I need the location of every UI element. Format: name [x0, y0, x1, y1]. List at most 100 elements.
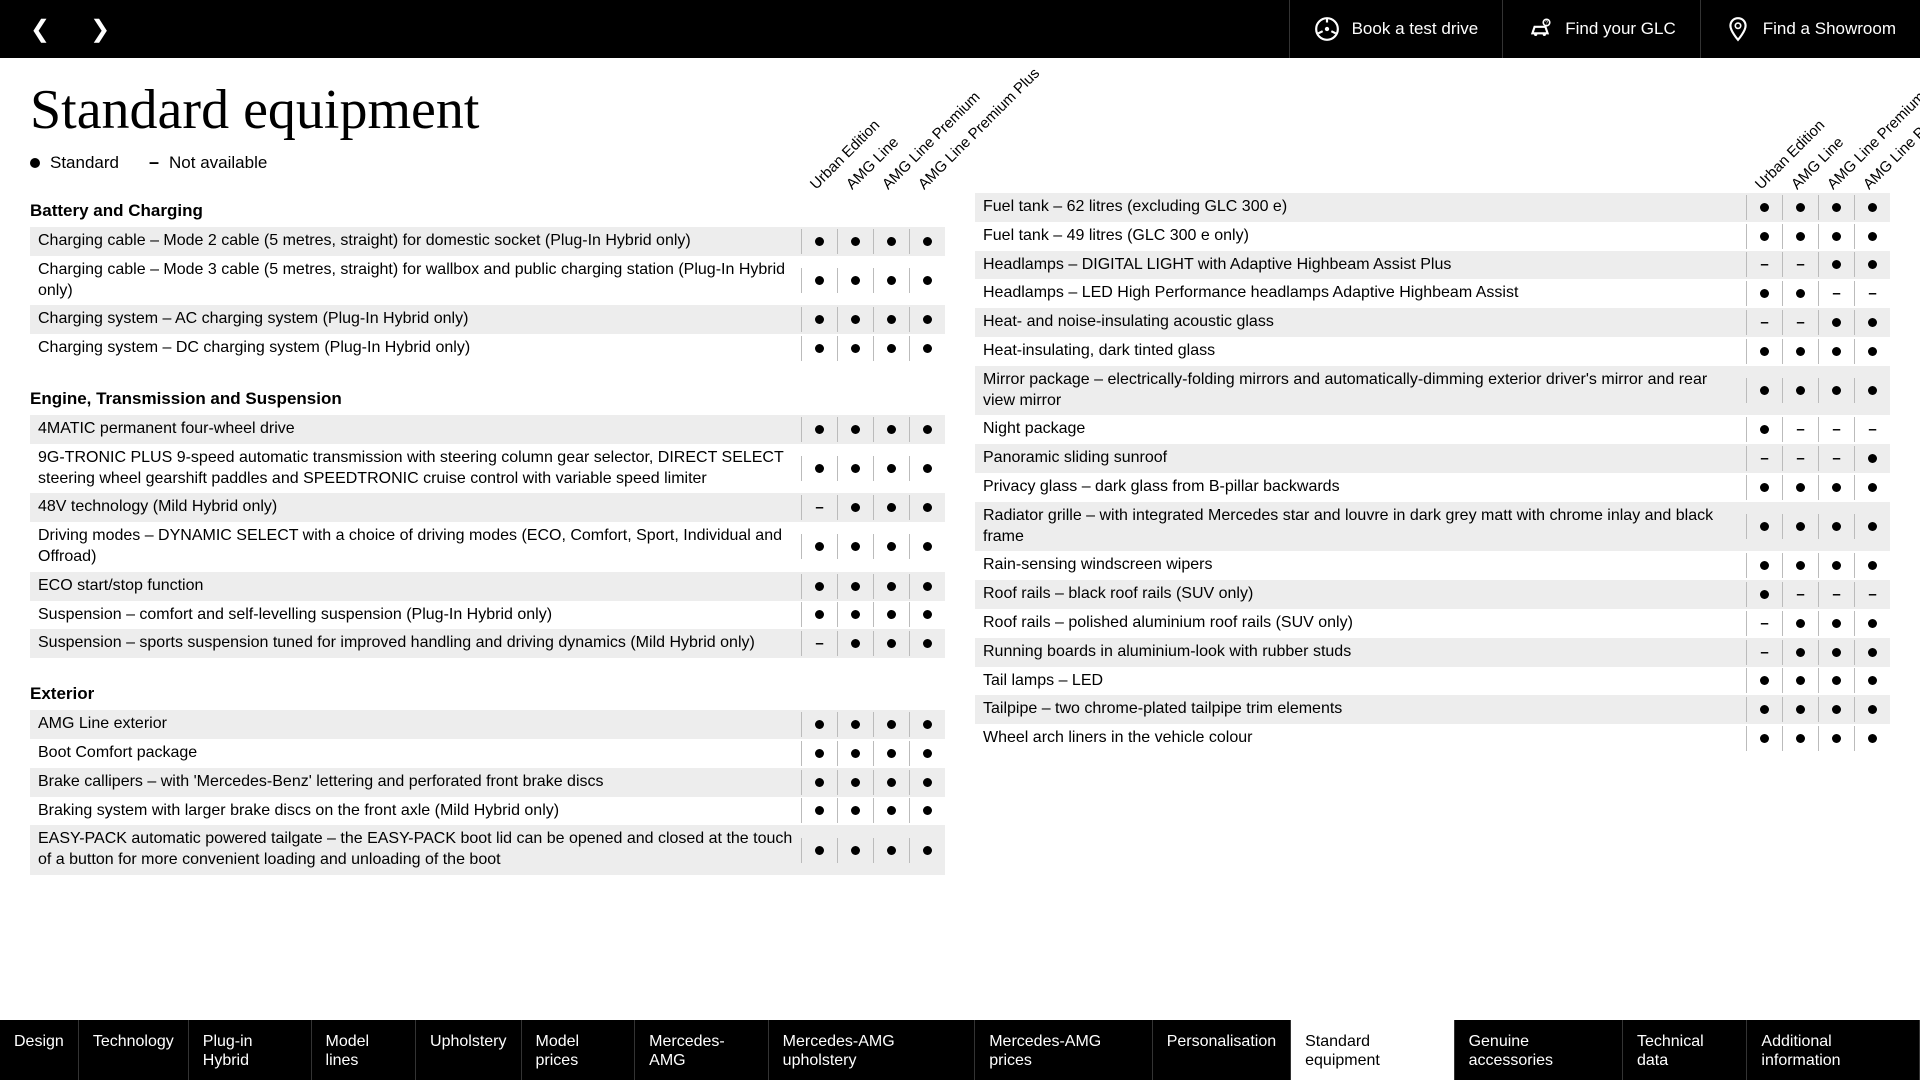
availability-cell: – [1782, 417, 1818, 442]
availability-cell [1854, 378, 1890, 403]
availability-cell [873, 798, 909, 823]
availability-cell: – [801, 495, 837, 520]
availability-cell [837, 268, 873, 293]
section-title: Exterior [30, 676, 945, 710]
availability-cell [1854, 640, 1890, 665]
availability-cell [837, 229, 873, 254]
availability-cell [1818, 195, 1854, 220]
availability-cell [801, 574, 837, 599]
availability-cell [1746, 697, 1782, 722]
svg-text:?: ? [1545, 21, 1548, 27]
availability-cell [873, 307, 909, 332]
bottom-tab[interactable]: Technical data [1623, 1020, 1747, 1080]
row-label: Driving modes – DYNAMIC SELECT with a ch… [30, 522, 801, 572]
find-showroom-button[interactable]: Find a Showroom [1700, 0, 1920, 58]
availability-cell [909, 798, 945, 823]
table-row: 9G-TRONIC PLUS 9-speed automatic transmi… [30, 444, 945, 494]
availability-cell [1782, 475, 1818, 500]
availability-cell [1782, 611, 1818, 636]
table-row: Heat- and noise-insulating acoustic glas… [975, 308, 1890, 337]
book-test-drive-button[interactable]: Book a test drive [1289, 0, 1503, 58]
bottom-tab[interactable]: Model prices [522, 1020, 636, 1080]
availability-cell [1782, 697, 1818, 722]
availability-cell [1818, 252, 1854, 277]
availability-cell [1782, 640, 1818, 665]
row-cells [801, 741, 945, 766]
availability-cell [837, 574, 873, 599]
row-label: Charging cable – Mode 2 cable (5 metres,… [30, 227, 801, 256]
availability-cell [1854, 553, 1890, 578]
availability-cell [801, 417, 837, 442]
bottom-tab[interactable]: Upholstery [416, 1020, 521, 1080]
availability-cell [837, 798, 873, 823]
bottom-tab[interactable]: Personalisation [1153, 1020, 1291, 1080]
availability-cell [873, 229, 909, 254]
legend: Standard – Not available [0, 152, 1920, 193]
row-label: EASY-PACK automatic powered tailgate – t… [30, 825, 801, 875]
bottom-tab[interactable]: Standard equipment [1291, 1020, 1454, 1080]
bottom-tab[interactable]: Model lines [312, 1020, 417, 1080]
availability-cell [1818, 697, 1854, 722]
availability-cell [873, 602, 909, 627]
bottom-tab[interactable]: Mercedes-AMG prices [975, 1020, 1153, 1080]
availability-cell [801, 602, 837, 627]
row-cells [1746, 339, 1890, 364]
row-cells [1746, 475, 1890, 500]
bottom-tab[interactable]: Design [0, 1020, 79, 1080]
table-row: Boot Comfort package [30, 739, 945, 768]
bottom-tab[interactable]: Additional information [1747, 1020, 1920, 1080]
availability-cell [873, 712, 909, 737]
availability-cell [1818, 553, 1854, 578]
availability-cell [1818, 475, 1854, 500]
bottom-tab[interactable]: Genuine accessories [1455, 1020, 1623, 1080]
availability-cell [837, 456, 873, 481]
next-arrow[interactable]: ❯ [90, 15, 110, 44]
bottom-tab[interactable]: Technology [79, 1020, 189, 1080]
availability-cell [873, 456, 909, 481]
bottom-tab[interactable]: Mercedes-AMG [635, 1020, 769, 1080]
availability-cell [1818, 514, 1854, 539]
availability-cell [1854, 224, 1890, 249]
availability-cell: – [1782, 252, 1818, 277]
table-row: Panoramic sliding sunroof ––– [975, 444, 1890, 473]
topbar: ❮ ❯ Book a test drive ? Find your GLC Fi… [0, 0, 1920, 58]
row-label: Heat- and noise-insulating acoustic glas… [975, 308, 1746, 337]
table-row: AMG Line exterior [30, 710, 945, 739]
availability-cell [909, 534, 945, 559]
availability-cell [837, 336, 873, 361]
row-label: Wheel arch liners in the vehicle colour [975, 724, 1746, 753]
table-row: Charging cable – Mode 2 cable (5 metres,… [30, 227, 945, 256]
availability-cell: – [1746, 640, 1782, 665]
row-cells: –– [1746, 252, 1890, 277]
availability-cell [1782, 339, 1818, 364]
find-glc-button[interactable]: ? Find your GLC [1502, 0, 1700, 58]
bottom-tab[interactable]: Plug-in Hybrid [189, 1020, 312, 1080]
nav-arrows: ❮ ❯ [0, 15, 110, 44]
bottom-nav: DesignTechnologyPlug-in HybridModel line… [0, 1020, 1920, 1080]
availability-cell [1746, 339, 1782, 364]
row-label: Charging system – DC charging system (Pl… [30, 334, 801, 363]
table-row: Headlamps – LED High Performance headlam… [975, 279, 1890, 308]
availability-cell [1746, 553, 1782, 578]
top-actions: Book a test drive ? Find your GLC Find a… [1289, 0, 1920, 58]
row-cells [1746, 726, 1890, 751]
availability-cell [801, 307, 837, 332]
row-label: Roof rails – polished aluminium roof rai… [975, 609, 1746, 638]
find-showroom-label: Find a Showroom [1763, 19, 1896, 39]
table-row: Fuel tank – 49 litres (GLC 300 e only) [975, 222, 1890, 251]
availability-cell [1782, 195, 1818, 220]
prev-arrow[interactable]: ❮ [30, 15, 50, 44]
bottom-tab[interactable]: Mercedes-AMG upholstery [769, 1020, 976, 1080]
availability-cell [801, 838, 837, 863]
table-row: Privacy glass – dark glass from B-pillar… [975, 473, 1890, 502]
row-label: Braking system with larger brake discs o… [30, 797, 801, 826]
availability-cell [1818, 668, 1854, 693]
availability-cell [837, 602, 873, 627]
availability-cell [1746, 417, 1782, 442]
content: Urban EditionAMG LineAMG Line PremiumAMG… [0, 193, 1920, 875]
row-cells: –– [1746, 310, 1890, 335]
row-cells [1746, 514, 1890, 539]
row-label: Radiator grille – with integrated Merced… [975, 502, 1746, 552]
table-row: Charging system – AC charging system (Pl… [30, 305, 945, 334]
availability-cell [1818, 339, 1854, 364]
